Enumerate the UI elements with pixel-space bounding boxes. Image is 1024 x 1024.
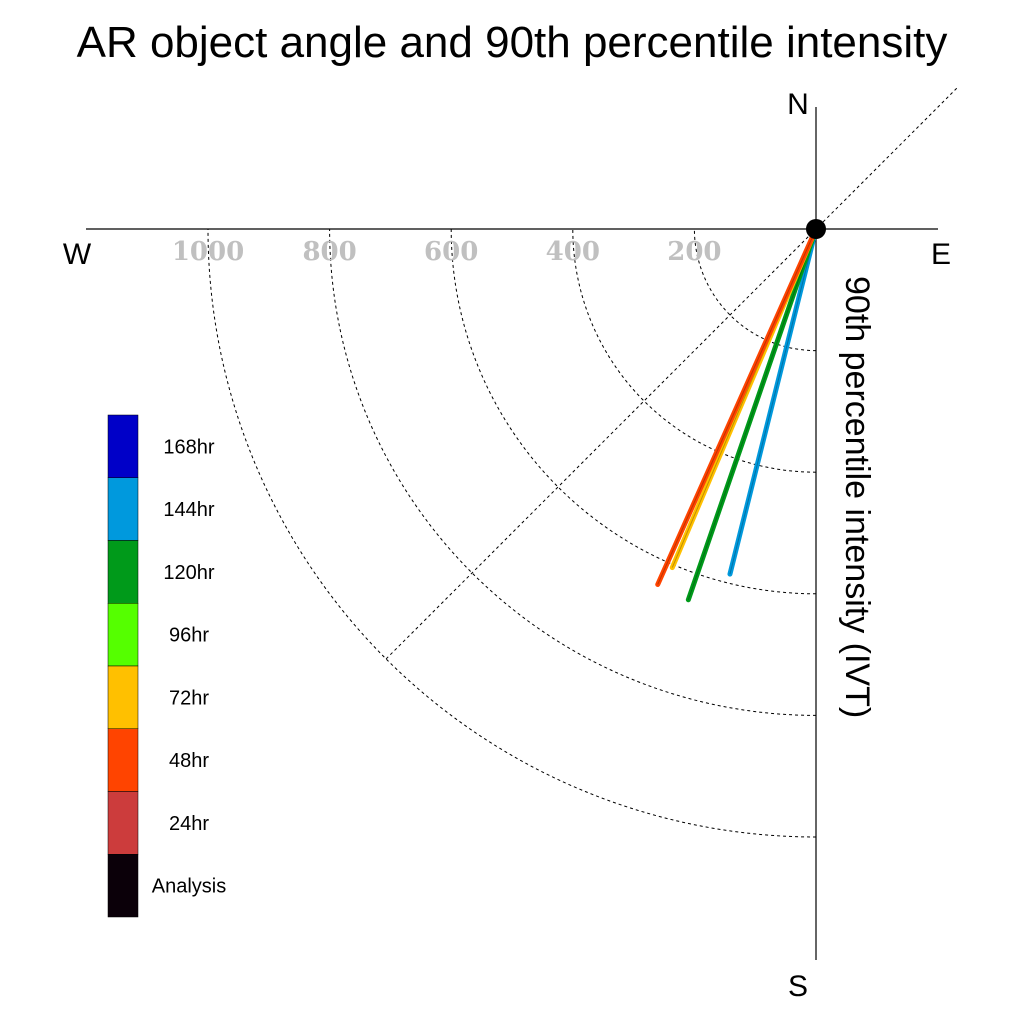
vector-core-144hr xyxy=(729,228,817,575)
legend-label-168hr: 168hr xyxy=(163,436,214,458)
legend-swatch-168hr xyxy=(107,414,139,478)
series-vector-120hr xyxy=(685,226,819,603)
series-vector-48hr xyxy=(655,226,819,587)
vector-line-144hr xyxy=(727,226,819,577)
vector-line-120hr xyxy=(685,226,819,603)
grid-arc-200 xyxy=(693,228,817,352)
legend-swatch-96hr xyxy=(107,603,139,667)
chart-title: AR object angle and 90th percentile inte… xyxy=(77,18,948,67)
tick-label-layer: 200 400 600 800 1000 xyxy=(172,237,722,267)
legend-label-analysis: Analysis xyxy=(152,876,226,898)
grid-layer xyxy=(207,87,958,838)
series-vector-144hr xyxy=(727,226,819,577)
legend-label-120hr: 120hr xyxy=(163,562,214,584)
origin-marker xyxy=(806,219,826,239)
legend-swatch-analysis xyxy=(107,854,139,918)
radial-tick-label-200: 200 xyxy=(667,237,721,267)
compass-south: S xyxy=(788,970,808,1003)
legend-label-96hr: 96hr xyxy=(169,625,209,647)
legend: 168hr 144hr 120hr 96hr 72hr 48hr 24hr Analysis xyxy=(107,414,226,918)
grid-arc-600 xyxy=(450,228,817,595)
vector-core-120hr xyxy=(687,228,817,600)
legend-swatch-24hr xyxy=(107,791,139,855)
legend-swatch-144hr xyxy=(107,477,139,541)
radial-axis-label: 90th percentile intensity (IVT) xyxy=(838,276,876,718)
legend-swatch-72hr xyxy=(107,665,139,729)
radial-tick-label-1000: 1000 xyxy=(172,237,244,267)
grid-arc-400 xyxy=(572,228,817,473)
compass-north: N xyxy=(787,88,809,121)
compass-east: E xyxy=(931,238,951,271)
series-layer xyxy=(655,226,819,603)
legend-swatch-120hr xyxy=(107,540,139,604)
radial-tick-label-400: 400 xyxy=(546,237,600,267)
legend-swatch-48hr xyxy=(107,728,139,792)
diagonal-guide xyxy=(385,87,958,660)
compass-west: W xyxy=(63,238,92,271)
radial-tick-label-800: 800 xyxy=(302,237,356,267)
legend-label-24hr: 24hr xyxy=(169,813,209,835)
legend-label-72hr: 72hr xyxy=(169,687,209,709)
axes-layer xyxy=(86,107,938,960)
grid-arc-800 xyxy=(329,228,817,716)
vector-line-48hr xyxy=(655,226,819,587)
legend-label-48hr: 48hr xyxy=(169,750,209,772)
vector-core-48hr xyxy=(657,228,817,585)
grid-arc-1000 xyxy=(207,228,817,838)
legend-label-144hr: 144hr xyxy=(163,499,214,521)
radial-tick-label-600: 600 xyxy=(424,237,478,267)
